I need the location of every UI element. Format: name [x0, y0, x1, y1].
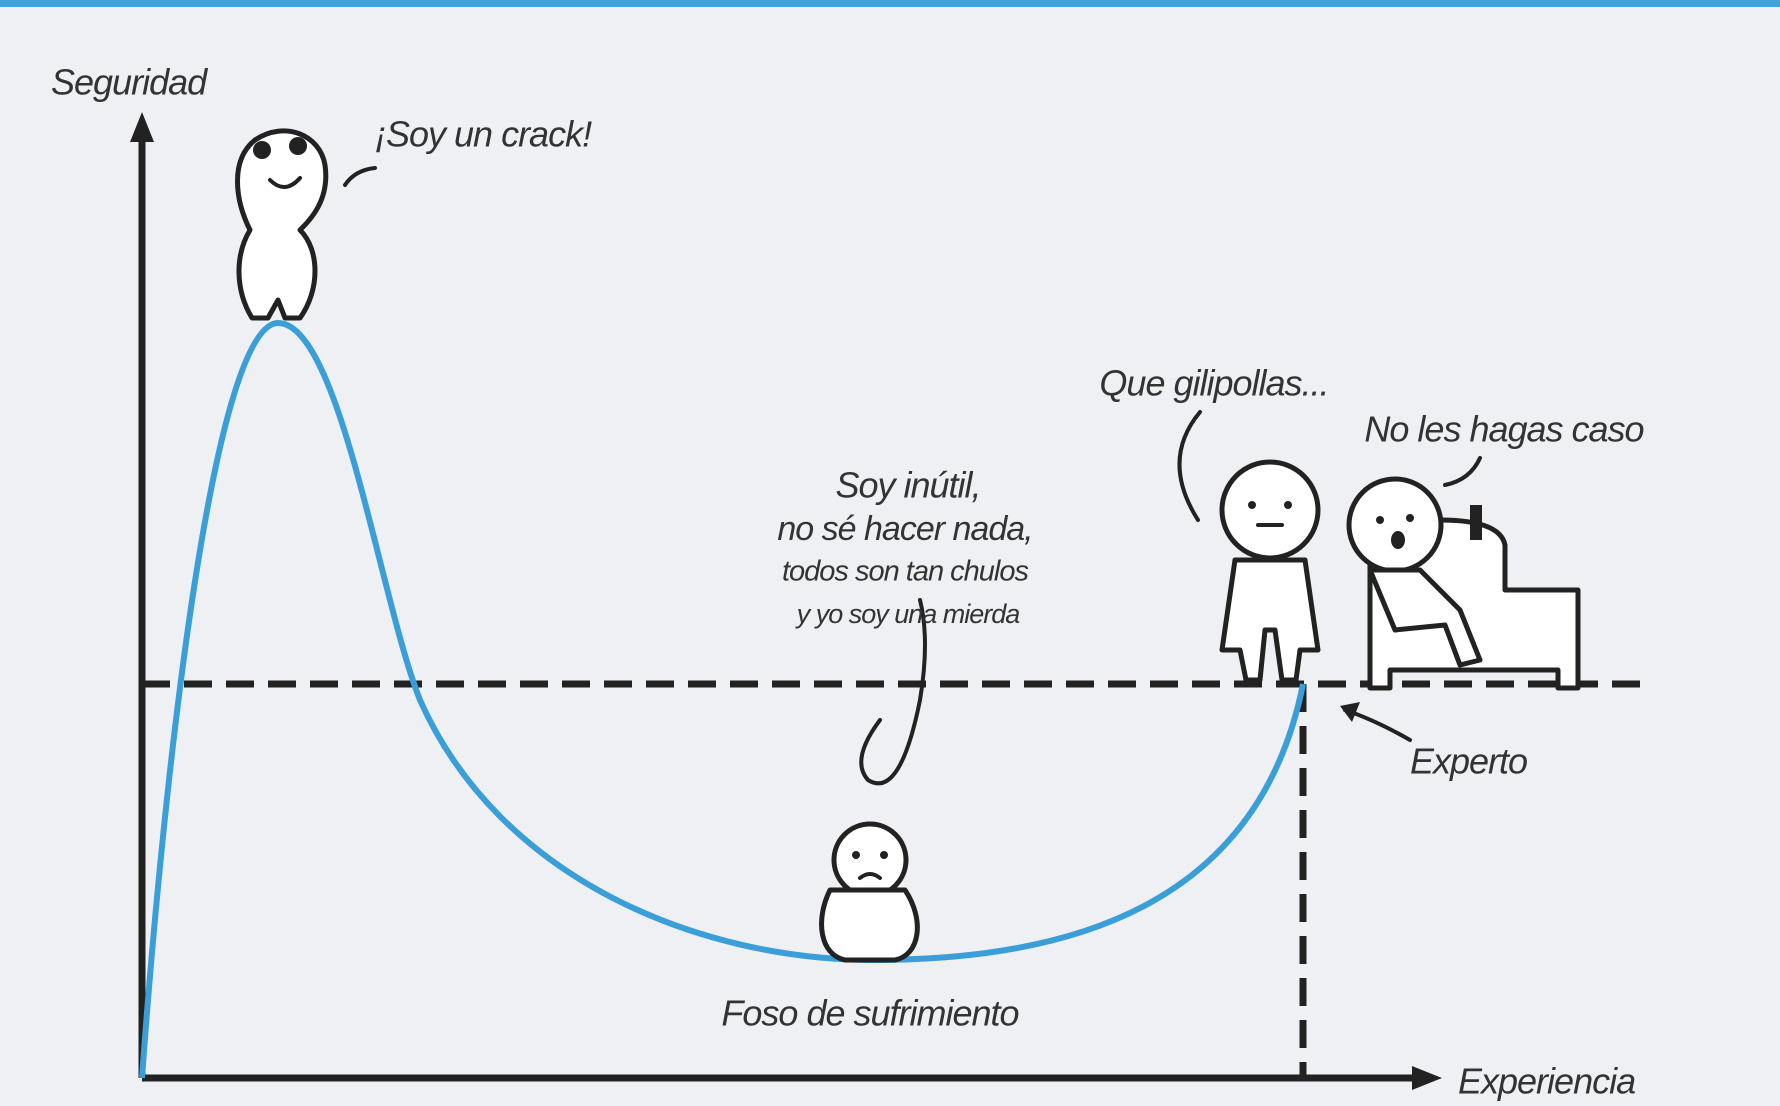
- axes: [130, 112, 1442, 1090]
- expert-pointer-head: [1340, 702, 1360, 722]
- x-axis-label: Experiencia: [1458, 1061, 1635, 1102]
- y-axis-label: Seguridad: [51, 62, 208, 103]
- standing-caption: Que gilipollas...: [1099, 363, 1328, 404]
- pit-thought: todos son tan chulos: [782, 556, 1029, 588]
- peak-caption: ¡Soy un crack!: [375, 114, 592, 155]
- y-arrow: [130, 112, 154, 142]
- x-arrow: [1412, 1066, 1442, 1090]
- peak-character: [235, 128, 377, 321]
- pit-thought: no sé hacer nada,: [777, 510, 1032, 548]
- expert-caption: Experto: [1410, 741, 1527, 782]
- confidence-curve: [139, 319, 1306, 1079]
- pit-thought: y yo soy una mierda: [795, 599, 1021, 629]
- top-bar: [0, 0, 1780, 7]
- pit-thought: Soy inútil,: [835, 465, 980, 506]
- pit-caption: Foso de sufrimiento: [721, 993, 1018, 1034]
- sitting-caption: No les hagas caso: [1364, 409, 1643, 450]
- pit-character: [819, 598, 927, 963]
- standing-character: [1177, 410, 1321, 683]
- sitting-character: [1346, 456, 1581, 691]
